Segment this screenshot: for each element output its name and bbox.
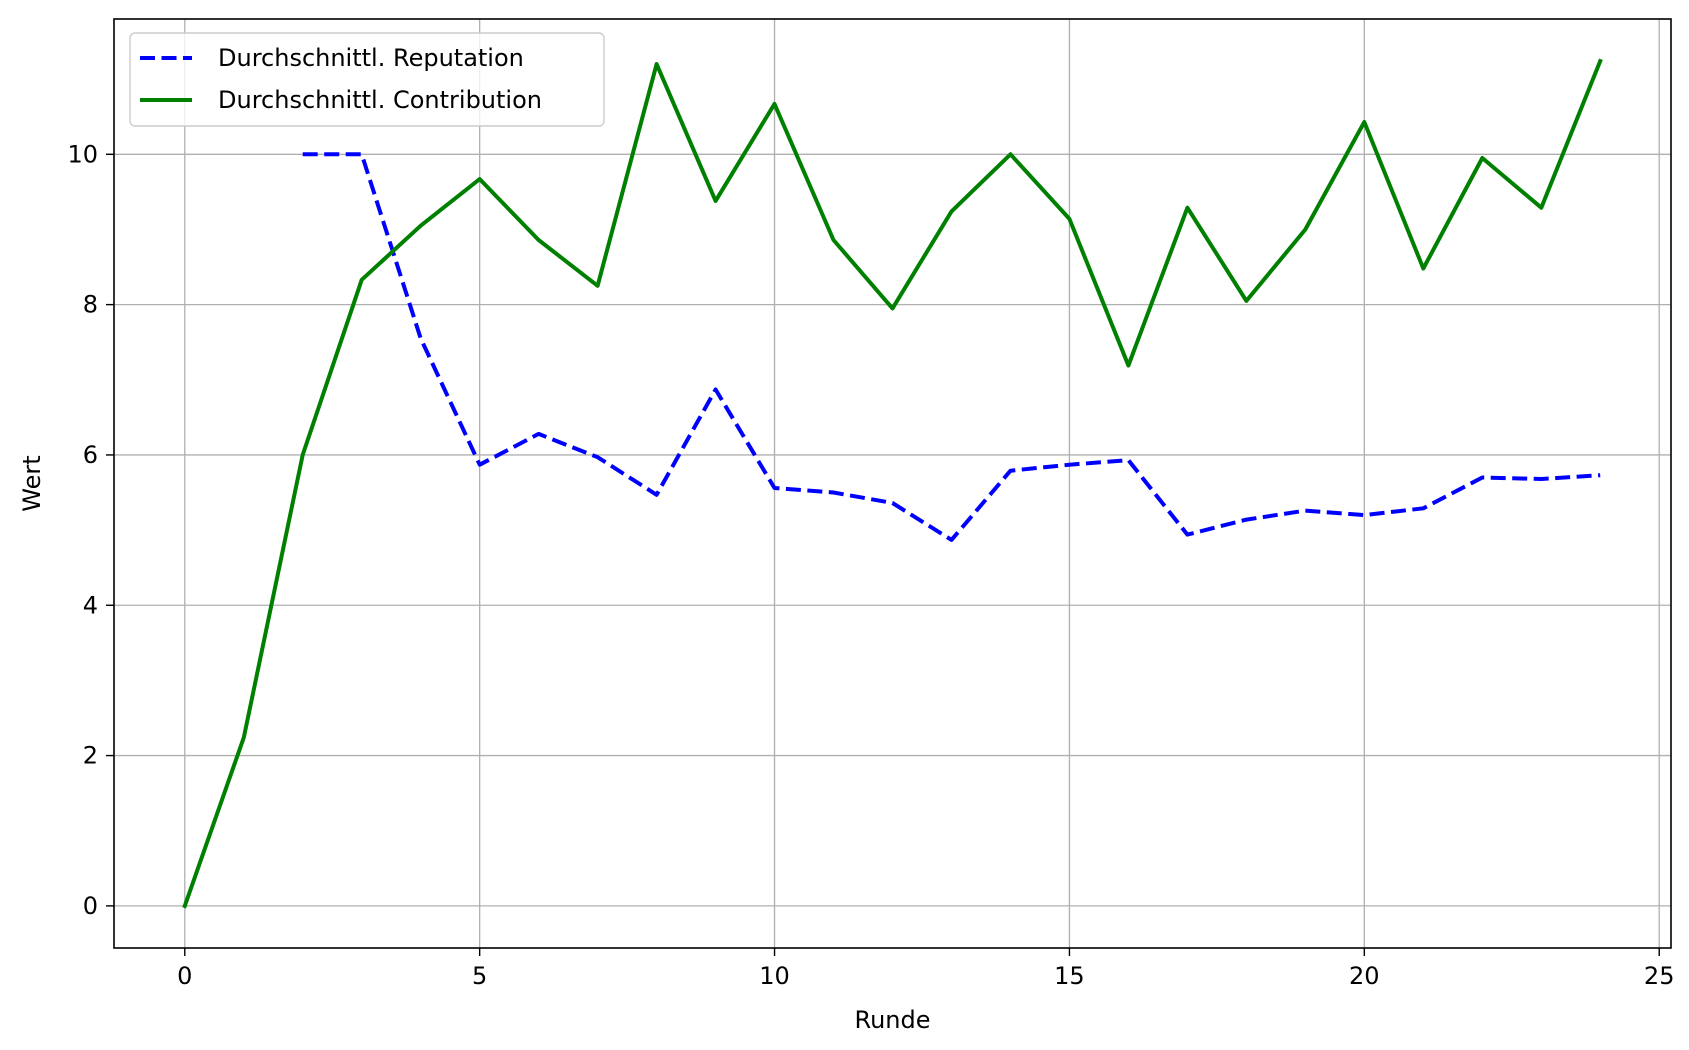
y-tick-label: 8: [83, 291, 98, 319]
y-tick-label: 0: [83, 892, 98, 920]
x-tick-label: 25: [1644, 962, 1675, 990]
series-line-2: [182, 58, 1603, 909]
y-axis-label: Wert: [18, 455, 46, 511]
legend: Durchschnittl. Reputation Durchschnittl. …: [129, 32, 605, 127]
x-tick-label: 0: [177, 962, 192, 990]
plot-frame: [113, 18, 1672, 949]
y-tick-label: 10: [67, 140, 98, 168]
x-axis-label: Runde: [854, 1006, 930, 1034]
y-tick-label: 4: [83, 591, 98, 619]
series-line-1: [302, 152, 1601, 542]
legend-box: [129, 32, 605, 127]
x-tick-label: 10: [759, 962, 790, 990]
y-tick-label: 2: [83, 742, 98, 770]
x-tick-label: 20: [1349, 962, 1380, 990]
legend-label-2: Durchschnittl. Contribution: [218, 86, 542, 114]
grid-lines: [114, 19, 1671, 948]
legend-label-1: Durchschnittl. Reputation: [218, 44, 524, 72]
axis-ticks: 0 5 10 15 20 25 0 2 4 6 8 10: [67, 140, 1674, 990]
series-lines: [182, 58, 1603, 909]
x-tick-label: 5: [472, 962, 487, 990]
x-tick-label: 15: [1054, 962, 1085, 990]
y-tick-label: 6: [83, 441, 98, 469]
